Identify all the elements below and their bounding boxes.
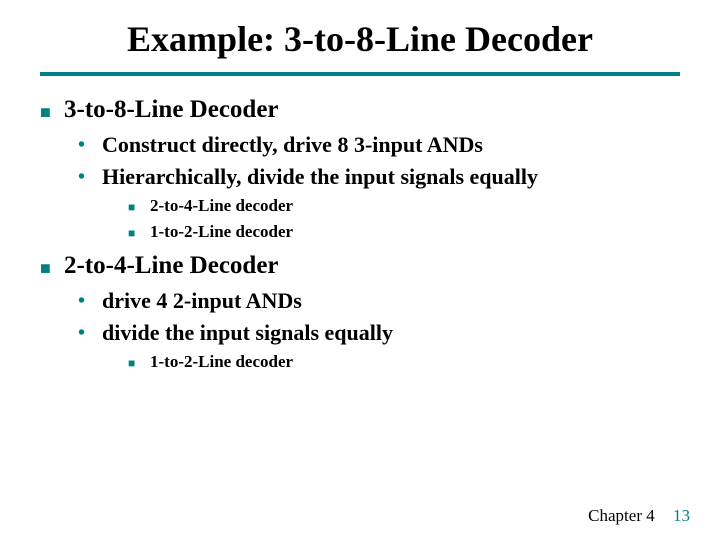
- bullet-text: drive 4 2-input ANDs: [102, 288, 302, 314]
- title-underline: [40, 72, 680, 76]
- bullet-text: divide the input signals equally: [102, 320, 393, 346]
- square-bullet-icon: ■: [128, 200, 140, 215]
- square-bullet-icon: ■: [128, 356, 140, 371]
- bullet-level2: • Hierarchically, divide the input signa…: [78, 164, 680, 190]
- square-bullet-icon: ■: [40, 258, 54, 279]
- bullet-level1: ■ 2-to-4-Line Decoder: [40, 252, 680, 280]
- bullet-level1: ■ 3-to-8-Line Decoder: [40, 96, 680, 124]
- dot-bullet-icon: •: [78, 290, 92, 313]
- bullet-level3: ■ 2-to-4-Line decoder: [128, 196, 680, 216]
- bullet-level2: • divide the input signals equally: [78, 320, 680, 346]
- bullet-level2: • Construct directly, drive 8 3-input AN…: [78, 132, 680, 158]
- bullet-text: Hierarchically, divide the input signals…: [102, 164, 538, 190]
- slide: Example: 3-to-8-Line Decoder ■ 3-to-8-Li…: [0, 0, 720, 540]
- bullet-text: Construct directly, drive 8 3-input ANDs: [102, 132, 483, 158]
- bullet-text: 1-to-2-Line decoder: [150, 222, 293, 242]
- page-number: 13: [673, 506, 690, 525]
- square-bullet-icon: ■: [128, 226, 140, 241]
- chapter-label: Chapter 4: [588, 506, 655, 525]
- bullet-text: 1-to-2-Line decoder: [150, 352, 293, 372]
- slide-content: ■ 3-to-8-Line Decoder • Construct direct…: [40, 96, 680, 372]
- bullet-level2: • drive 4 2-input ANDs: [78, 288, 680, 314]
- bullet-text: 3-to-8-Line Decoder: [64, 96, 279, 124]
- dot-bullet-icon: •: [78, 134, 92, 157]
- slide-title: Example: 3-to-8-Line Decoder: [40, 18, 680, 60]
- bullet-text: 2-to-4-Line decoder: [150, 196, 293, 216]
- bullet-level3: ■ 1-to-2-Line decoder: [128, 222, 680, 242]
- bullet-level3: ■ 1-to-2-Line decoder: [128, 352, 680, 372]
- dot-bullet-icon: •: [78, 166, 92, 189]
- square-bullet-icon: ■: [40, 102, 54, 123]
- bullet-text: 2-to-4-Line Decoder: [64, 252, 279, 280]
- dot-bullet-icon: •: [78, 322, 92, 345]
- slide-footer: Chapter 4 13: [588, 506, 690, 526]
